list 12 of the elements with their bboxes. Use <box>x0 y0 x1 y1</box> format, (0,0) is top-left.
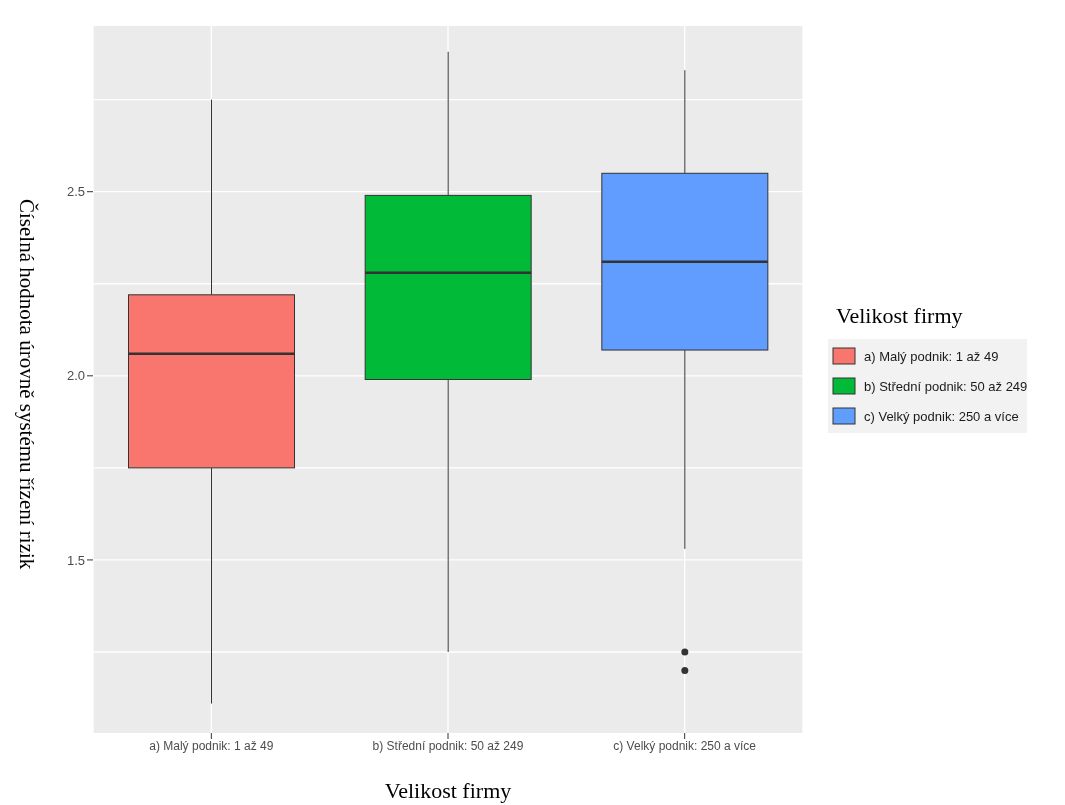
y-tick-label: 2.0 <box>66 368 85 384</box>
x-tick-label: c) Velký podnik: 250 a více <box>613 738 757 753</box>
y-axis-title: Číselná hodnota úrovně systému řízení rizik <box>14 199 39 570</box>
legend-label: c) Velký podnik: 250 a více <box>864 408 1019 424</box>
legend-label: b) Střední podnik: 50 až 249 <box>864 378 1028 394</box>
y-tick-label: 2.5 <box>66 184 85 200</box>
x-tick-label: a) Malý podnik: 1 až 49 <box>149 738 274 753</box>
y-tick-label: 1.5 <box>66 552 85 568</box>
legend-label: a) Malý podnik: 1 až 49 <box>864 348 999 364</box>
x-axis-title: Velikost firmy <box>384 778 512 803</box>
legend-title: Velikost firmy <box>836 303 964 329</box>
x-tick-label: b) Střední podnik: 50 až 249 <box>372 738 524 753</box>
